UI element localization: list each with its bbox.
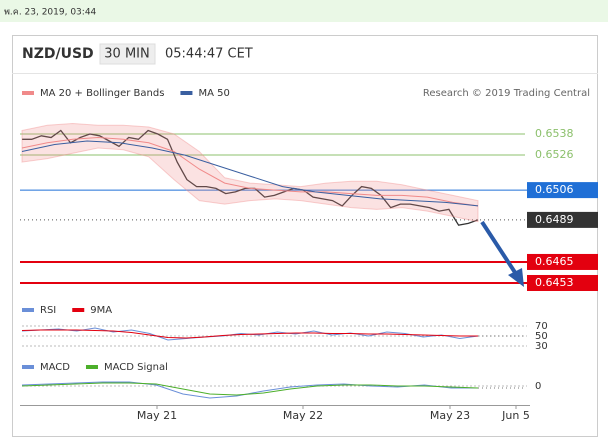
series-line <box>21 382 479 396</box>
credit: Research © 2019 Trading Central <box>423 88 590 99</box>
legend-swatch <box>22 308 34 312</box>
x-tick-label: May 23 <box>430 409 470 422</box>
y-tick-label: 0 <box>535 381 541 392</box>
clock: 05:44:47 CET <box>165 47 253 62</box>
legend-label: MACD <box>40 362 70 373</box>
level-label: 0.6526 <box>535 148 574 161</box>
series-line <box>21 140 479 207</box>
y-tick-label: 70 <box>535 321 548 332</box>
legend-swatch <box>72 308 85 312</box>
legend-label: 9MA <box>90 305 112 316</box>
timestamp: พ.ค. 23, 2019, 03:44 <box>4 8 97 18</box>
level-label: 0.6489 <box>535 213 574 226</box>
arrow <box>480 220 524 287</box>
legend-swatch <box>22 91 34 95</box>
level-box <box>527 182 598 199</box>
legend-label: MACD Signal <box>104 362 168 373</box>
level-label: 0.6465 <box>535 255 574 268</box>
legend-label: MA 50 <box>198 88 229 99</box>
symbol: NZD/USD <box>22 46 94 62</box>
y-tick-label: 50 <box>535 331 548 342</box>
y-tick-label: 30 <box>535 341 548 352</box>
level-box <box>527 211 598 228</box>
legend-label: MA 20 + Bollinger Bands <box>40 88 164 99</box>
interval: 30 MIN <box>104 47 149 62</box>
series-line <box>21 329 478 339</box>
level-label: 0.6506 <box>535 183 574 196</box>
top-bar <box>0 0 608 22</box>
legend-swatch <box>180 91 193 95</box>
x-tick-label: May 21 <box>137 409 177 422</box>
legend-label: RSI <box>40 305 56 316</box>
x-tick-label: May 22 <box>283 409 323 422</box>
series-line <box>21 136 479 207</box>
panel <box>12 35 598 437</box>
level-box <box>527 253 598 270</box>
level-box <box>527 274 598 291</box>
level-label: 0.6453 <box>535 276 574 289</box>
legend-swatch <box>22 365 34 369</box>
level-label: 0.6538 <box>535 127 574 140</box>
x-tick-label: Jun 5 <box>501 409 530 422</box>
interval-box <box>99 43 156 65</box>
legend-swatch <box>85 365 98 369</box>
